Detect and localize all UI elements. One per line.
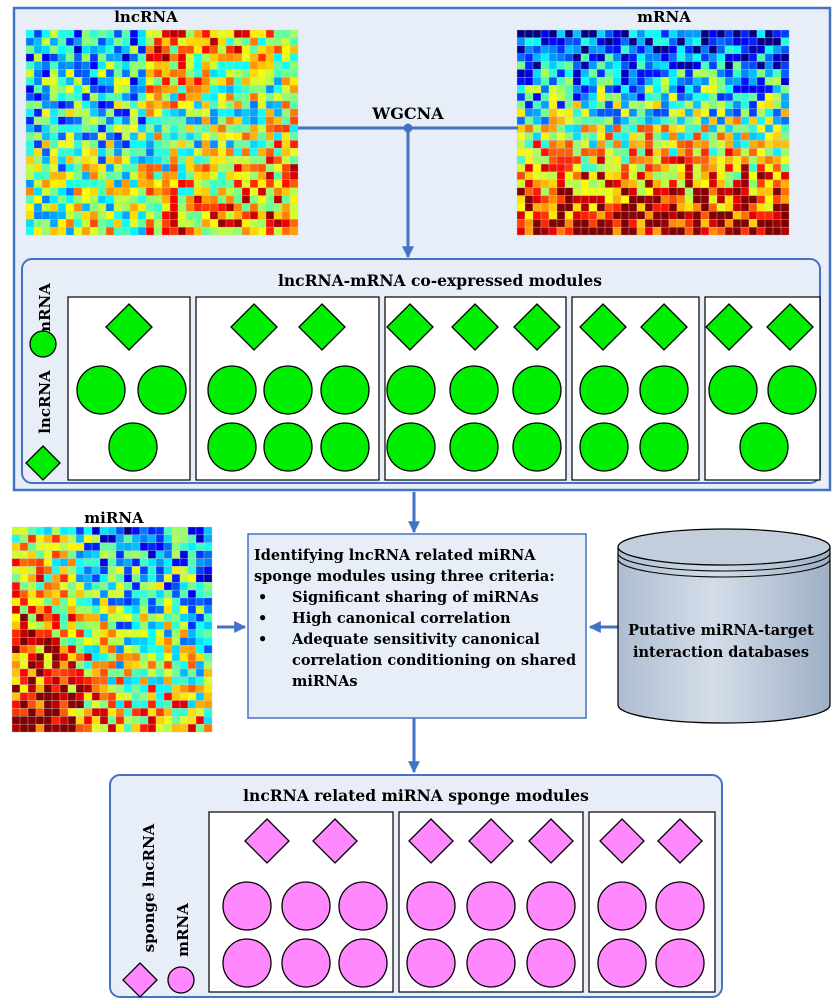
database-icon xyxy=(617,528,831,724)
lncrna-node xyxy=(579,303,627,351)
sponge-modules xyxy=(208,811,716,993)
coexp-legend-mrna-label: mRNA xyxy=(36,283,54,337)
database-label-line1: Putative miRNA-target xyxy=(628,622,814,639)
coexp-legend-lncrna-icon xyxy=(25,445,61,481)
criteria-title-line2: sponge modules using three criteria: xyxy=(254,568,555,585)
mrna-node xyxy=(449,422,499,472)
mrna-node xyxy=(466,881,516,931)
lncrna-node xyxy=(599,818,645,864)
mrna-node xyxy=(655,938,705,988)
criteria-item: Adequate sensitivity canonical correlati… xyxy=(254,629,584,692)
sponge-module xyxy=(398,811,584,993)
coexpressed-module xyxy=(195,296,380,481)
lncrna-node xyxy=(705,303,753,351)
lncrna-node xyxy=(244,818,290,864)
lncrna-node xyxy=(312,818,358,864)
mrna-node xyxy=(639,365,689,415)
lncrna-node xyxy=(513,303,561,351)
coexpressed-modules xyxy=(67,296,821,481)
mrna-node xyxy=(655,881,705,931)
mrna-node xyxy=(338,881,388,931)
mrna-node xyxy=(406,881,456,931)
mrna-node xyxy=(526,938,576,988)
lncrna-node xyxy=(657,818,703,864)
mrna-node xyxy=(263,422,313,472)
mrna-node xyxy=(320,422,370,472)
mrna-node xyxy=(466,938,516,988)
mrna-node xyxy=(579,365,629,415)
mrna-node xyxy=(512,422,562,472)
criteria-list: Significant sharing of miRNAs High canon… xyxy=(254,587,584,692)
coexp-legend-mrna-icon xyxy=(29,330,57,358)
mrna-node xyxy=(597,881,647,931)
mrna-node xyxy=(338,938,388,988)
mrna-node xyxy=(597,938,647,988)
mrna-node xyxy=(512,365,562,415)
mrna-node xyxy=(281,881,331,931)
mrna-node xyxy=(207,365,257,415)
lncrna-heatmap-label: lncRNA xyxy=(114,8,178,26)
coexp-legend-lncrna-label: lncRNA xyxy=(36,370,54,434)
mrna-node xyxy=(76,365,126,415)
mrna-heatmap-label: mRNA xyxy=(637,8,691,26)
sponge-legend-lncrna-label: sponge lncRNA xyxy=(140,823,158,952)
sponge-legend-mrna-icon xyxy=(167,966,195,994)
mrna-node xyxy=(207,422,257,472)
lncrna-node xyxy=(451,303,499,351)
mrna-node xyxy=(222,881,272,931)
mrna-heatmap xyxy=(516,29,790,236)
lncrna-node xyxy=(298,303,346,351)
lncrna-node xyxy=(640,303,688,351)
mirna-heatmap-label: miRNA xyxy=(84,509,144,527)
sponge-title: lncRNA related miRNA sponge modules xyxy=(243,786,589,805)
mrna-node xyxy=(386,422,436,472)
lncrna-node xyxy=(528,818,574,864)
lncrna-node xyxy=(468,818,514,864)
lncrna-node xyxy=(386,303,434,351)
lncrna-node xyxy=(408,818,454,864)
mrna-node xyxy=(108,422,158,472)
database-label-line2: interaction databases xyxy=(632,644,810,661)
mrna-node xyxy=(767,365,817,415)
database-label: Putative miRNA-target interaction databa… xyxy=(612,620,830,664)
mrna-node xyxy=(739,422,789,472)
coexpressed-module xyxy=(67,296,191,481)
lncrna-node xyxy=(766,303,814,351)
sponge-module xyxy=(208,811,394,993)
mrna-node xyxy=(320,365,370,415)
mirna-heatmap xyxy=(11,526,213,733)
criteria-item: High canonical correlation xyxy=(254,608,584,629)
lncrna-heatmap xyxy=(25,29,299,236)
coexpressed-module xyxy=(384,296,567,481)
coexpressed-title: lncRNA-mRNA co-expressed modules xyxy=(278,271,602,290)
mrna-node xyxy=(526,881,576,931)
lncrna-node xyxy=(105,303,153,351)
mrna-node xyxy=(708,365,758,415)
sponge-module xyxy=(588,811,716,993)
criteria-item: Significant sharing of miRNAs xyxy=(254,587,584,608)
mrna-node xyxy=(406,938,456,988)
mrna-node xyxy=(579,422,629,472)
mrna-node xyxy=(281,938,331,988)
wgcna-label: WGCNA xyxy=(371,104,444,123)
sponge-legend-mrna-label: mRNA xyxy=(174,903,192,957)
criteria-text: Identifying lncRNA related miRNA sponge … xyxy=(254,545,584,692)
mrna-node xyxy=(639,422,689,472)
coexpressed-module xyxy=(571,296,700,481)
mrna-node xyxy=(222,938,272,988)
mrna-node xyxy=(386,365,436,415)
lncrna-node xyxy=(230,303,278,351)
coexpressed-module xyxy=(704,296,821,481)
wgcna-junction xyxy=(403,123,413,133)
mrna-node xyxy=(263,365,313,415)
criteria-title-line1: Identifying lncRNA related miRNA xyxy=(254,547,536,564)
mrna-node xyxy=(449,365,499,415)
sponge-legend-lncrna-icon xyxy=(122,962,158,998)
mrna-node xyxy=(137,365,187,415)
